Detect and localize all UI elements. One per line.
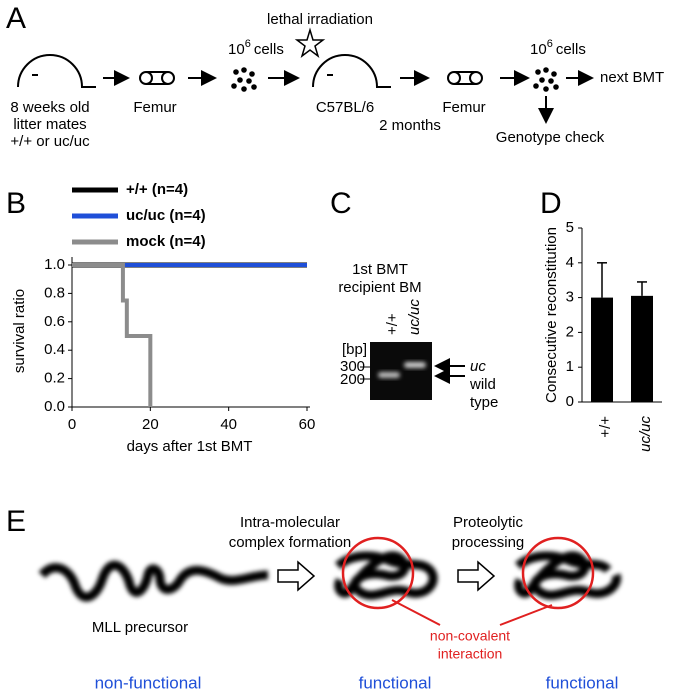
- mouse-icon: [312, 54, 391, 88]
- x-tick-label: 20: [142, 416, 159, 433]
- x-tick-label: 60: [299, 416, 316, 433]
- x-tick-label: +/+: [597, 416, 614, 438]
- label: Femur: [442, 99, 485, 116]
- label: 106 cells: [228, 38, 284, 58]
- y-tick-label: 3: [566, 289, 574, 306]
- label: 300: [340, 358, 365, 375]
- y-tick-label: 2: [566, 323, 574, 340]
- label: processing: [452, 534, 525, 551]
- y-axis-label: Consecutive reconstitution: [543, 227, 560, 403]
- label: type: [470, 394, 498, 411]
- gel-band: [378, 372, 400, 378]
- femur-icon: [446, 71, 484, 85]
- molecule: [38, 560, 269, 602]
- label: next BMT: [600, 69, 664, 86]
- interaction-circle: [341, 536, 415, 610]
- label: MLL precursor: [92, 619, 188, 636]
- label: Proteolytic: [453, 514, 524, 531]
- y-tick-label: 1.0: [44, 256, 65, 273]
- y-tick-label: 0: [566, 393, 574, 410]
- mouse-icon: [17, 54, 96, 88]
- label: Genotype check: [496, 129, 605, 146]
- y-tick-label: 5: [566, 219, 574, 236]
- label: uc: [470, 358, 486, 375]
- label: 10: [228, 41, 245, 58]
- interaction-circle: [521, 536, 595, 610]
- legend-label: +/+ (n=4): [126, 181, 188, 198]
- survival-line: [72, 263, 153, 407]
- label: cells: [254, 41, 284, 58]
- label: complex formation: [229, 534, 352, 551]
- label: litter mates: [13, 116, 86, 133]
- label: +/+ or uc/uc: [10, 133, 90, 150]
- label: 2 months: [379, 117, 441, 134]
- cells-icon: [533, 67, 559, 92]
- state-label: functional: [359, 673, 432, 692]
- label: wild: [469, 376, 496, 393]
- bar: [591, 297, 613, 402]
- y-tick-label: 0.4: [44, 341, 65, 358]
- x-tick-label: 0: [68, 416, 76, 433]
- legend-label: mock (n=4): [126, 233, 206, 250]
- lane-label: uc/uc: [406, 299, 423, 335]
- label: 6: [547, 38, 553, 50]
- y-axis-label: survival ratio: [11, 289, 28, 373]
- arrow: [277, 560, 316, 592]
- panel-letter: C: [330, 187, 352, 220]
- label: 10: [530, 41, 547, 58]
- label: Intra-molecular: [240, 514, 340, 531]
- state-label: non-functional: [95, 673, 202, 692]
- label: 6: [245, 38, 251, 50]
- bar: [631, 295, 653, 402]
- legend-label: uc/uc (n=4): [126, 207, 206, 224]
- label: lethal irradiation: [267, 11, 373, 28]
- label: 106 cells: [530, 38, 586, 58]
- label: cells: [556, 41, 586, 58]
- label: Femur: [133, 99, 176, 116]
- panel-letter: A: [6, 2, 26, 35]
- panel-letter: E: [6, 505, 26, 538]
- y-tick-label: 4: [566, 254, 574, 271]
- label: C57BL/6: [316, 99, 374, 116]
- panel-e: E Intra-molecular complex formation Prot…: [6, 505, 622, 692]
- label: interaction: [438, 646, 503, 662]
- label: 8 weeks old: [10, 99, 89, 116]
- x-axis-label: days after 1st BMT: [127, 438, 253, 455]
- panel-letter: D: [540, 187, 562, 220]
- y-tick-label: 0.8: [44, 284, 65, 301]
- y-tick-label: 0.2: [44, 370, 65, 387]
- y-tick-label: 0.0: [44, 398, 65, 415]
- y-tick-label: 1: [566, 358, 574, 375]
- cells-icon: [231, 67, 257, 92]
- molecule: [334, 551, 438, 600]
- label: 200: [340, 371, 365, 388]
- y-tick-label: 0.6: [44, 313, 65, 330]
- panel-a: A lethal irradiation Femur 106 cells C57B…: [6, 2, 664, 150]
- arrow: [457, 560, 496, 592]
- label: [bp]: [342, 341, 367, 358]
- panel-c: C 1st BMT recipient BM +/+ uc/uc [bp] 30…: [330, 187, 498, 411]
- panel-letter: B: [6, 187, 26, 220]
- label: 1st BMT: [352, 261, 408, 278]
- femur-icon: [138, 71, 176, 85]
- label: non-covalent: [430, 628, 510, 644]
- label: recipient BM: [338, 279, 421, 296]
- lane-label: +/+: [384, 313, 401, 335]
- x-tick-label: uc/uc: [637, 416, 654, 452]
- state-label: functional: [546, 673, 619, 692]
- molecule: [514, 551, 622, 600]
- x-tick-label: 40: [220, 416, 237, 433]
- gel-image: [370, 342, 432, 400]
- star-icon: [294, 27, 326, 58]
- gel-band: [404, 362, 426, 368]
